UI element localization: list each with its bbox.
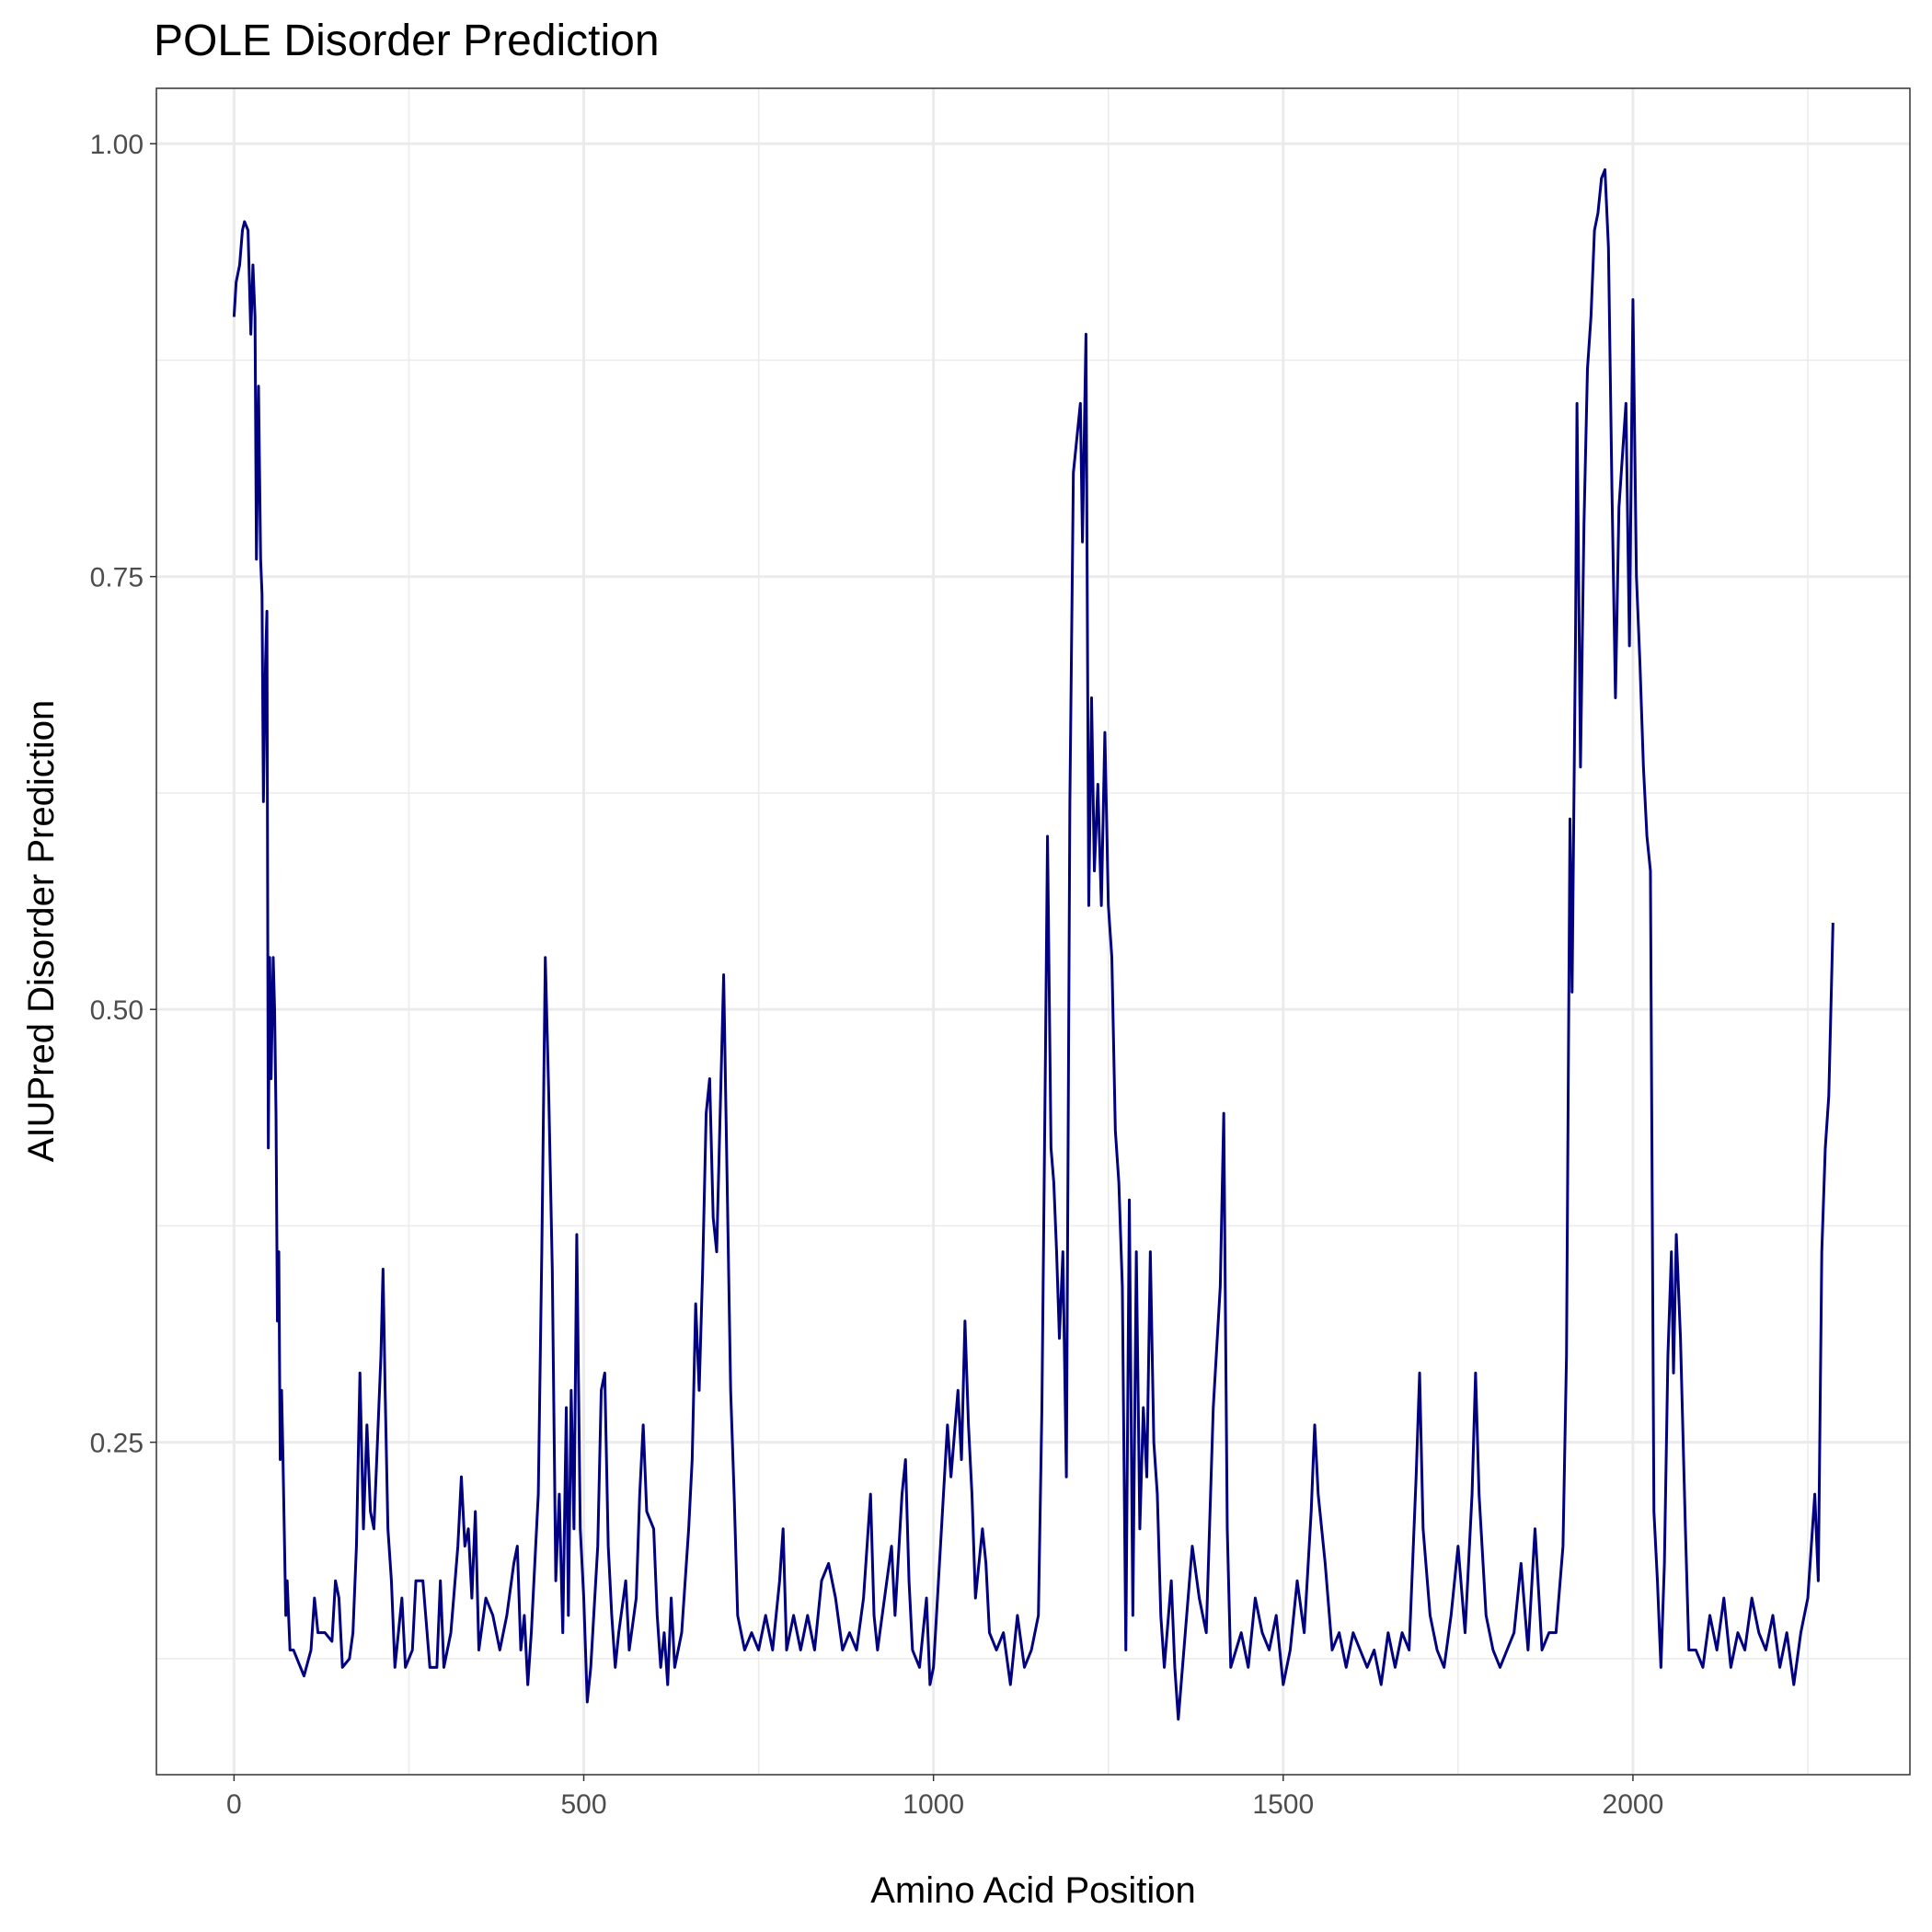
- x-tick-label: 500: [560, 1789, 606, 1820]
- x-axis-label: Amino Acid Position: [870, 1870, 1196, 1911]
- y-tick-label: 0.25: [90, 1429, 144, 1459]
- data-line: [232, 167, 1834, 1721]
- x-tick-label: 1500: [1252, 1789, 1314, 1820]
- x-tick-label: 1000: [903, 1789, 964, 1820]
- chart-title: POLE Disorder Prediction: [154, 17, 660, 65]
- y-tick-label: 0.75: [90, 563, 144, 593]
- plot-border: [155, 87, 1911, 1776]
- x-tick-label: 0: [226, 1789, 242, 1820]
- x-tick-label: 2000: [1603, 1789, 1664, 1820]
- y-tick-label: 0.50: [90, 995, 144, 1026]
- y-axis-label: AIUPred Disorder Prediction: [21, 700, 62, 1162]
- y-tick-label: 1.00: [90, 130, 144, 160]
